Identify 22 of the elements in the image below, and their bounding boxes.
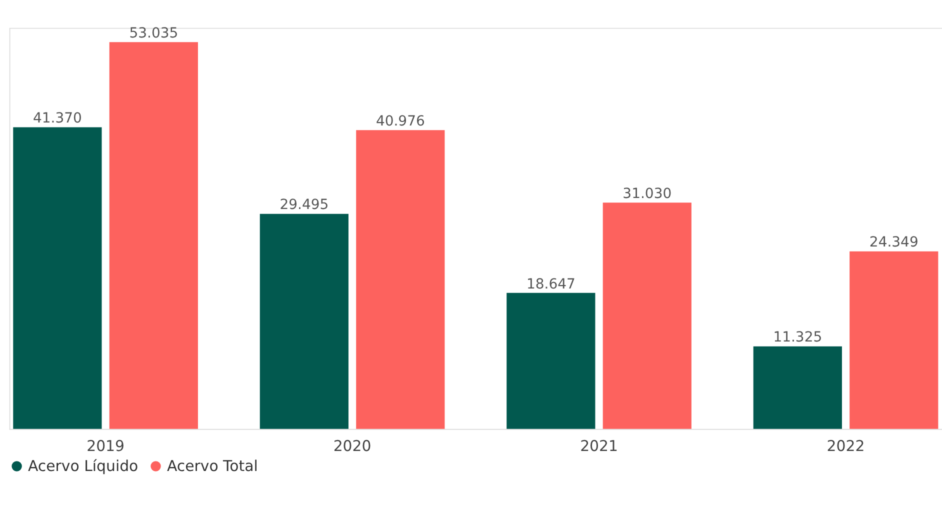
- x-tick-label: 2021: [580, 436, 618, 455]
- bar: [109, 42, 198, 429]
- bar: [13, 127, 102, 429]
- data-label: 11.325: [773, 330, 822, 346]
- data-label: 18.647: [526, 276, 576, 292]
- bar: [850, 251, 938, 429]
- legend-label: Acervo Líquido: [28, 456, 138, 475]
- data-label: 29.495: [280, 197, 329, 214]
- x-tick-label: 2022: [826, 436, 865, 455]
- bar: [260, 214, 348, 429]
- data-label: 41.370: [32, 110, 82, 127]
- data-label: 24.349: [869, 234, 918, 251]
- bar: [506, 292, 596, 429]
- data-label: 53.035: [129, 26, 178, 42]
- x-tick-label: 2019: [86, 436, 125, 455]
- bar: [602, 202, 692, 429]
- data-label: 40.976: [376, 113, 425, 130]
- bar: [356, 130, 445, 429]
- data-label: 31.030: [622, 186, 672, 202]
- bar: [753, 346, 842, 429]
- x-tick-label: 2020: [333, 436, 372, 455]
- legend-label: Acervo Total: [166, 456, 258, 475]
